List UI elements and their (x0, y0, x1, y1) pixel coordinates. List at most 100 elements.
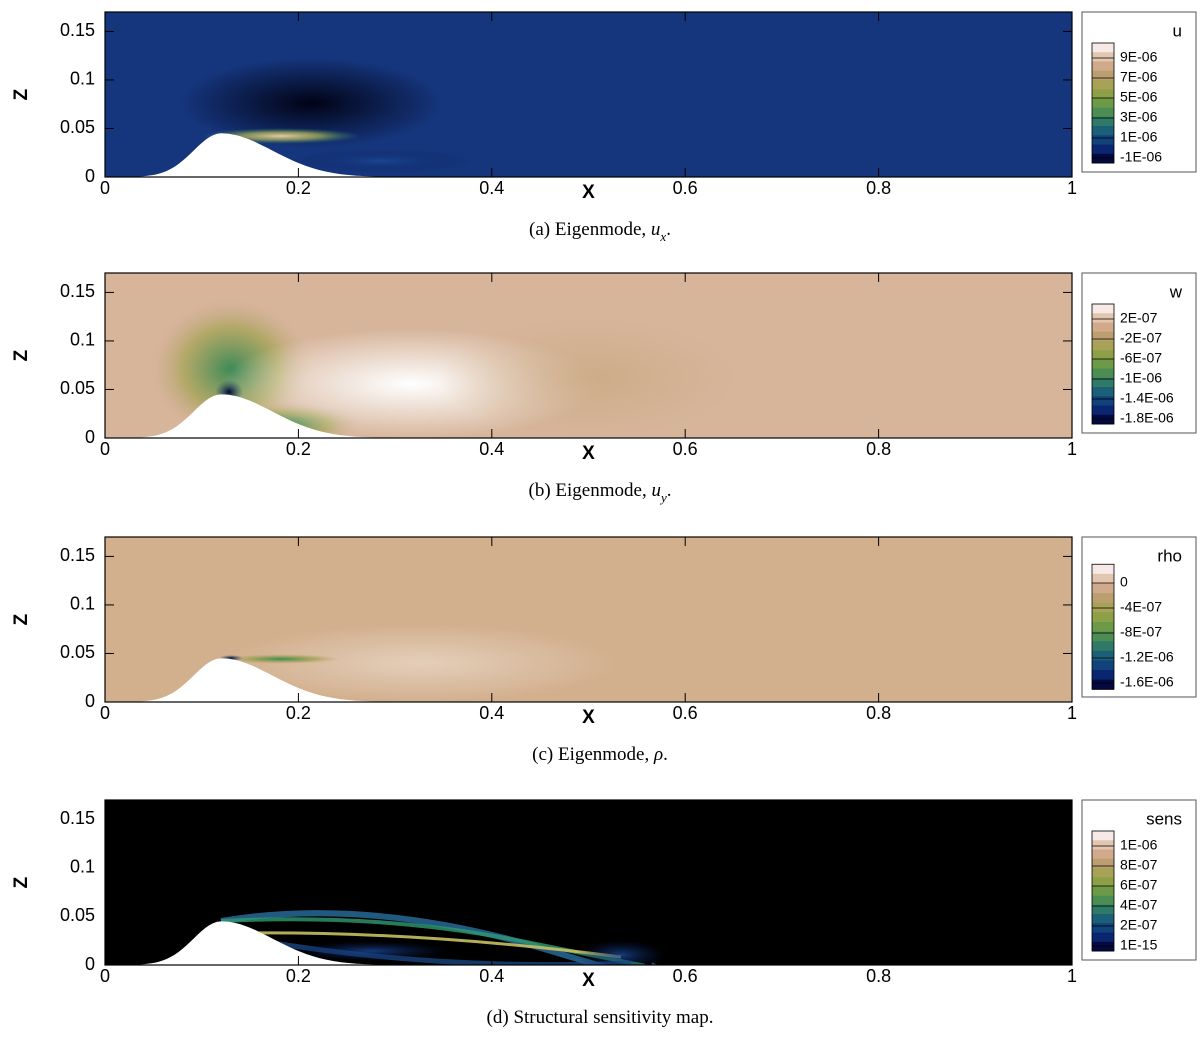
x-tick-label: 0.8 (866, 703, 891, 723)
plot-frame (104, 272, 1073, 439)
caption-sub: x (659, 229, 666, 244)
x-tick-label: 0.8 (866, 966, 891, 986)
contour-field (105, 12, 1072, 177)
contour-field (105, 273, 1072, 438)
colorbar-swatch (1092, 340, 1114, 351)
field-feature (241, 931, 622, 959)
colorbar-title: u (1173, 21, 1182, 40)
colorbar-label: 2E-07 (1120, 917, 1158, 933)
y-axis-label: Z (11, 613, 32, 625)
colorbar-swatch (1092, 895, 1114, 906)
colorbar-label: 7E-06 (1120, 69, 1158, 85)
colorbar-label: -4E-07 (1120, 599, 1162, 615)
obstacle (124, 921, 492, 965)
colorbar-label: 0 (1120, 574, 1128, 590)
colorbar-swatch (1092, 886, 1114, 897)
plot-frame (104, 11, 1073, 178)
colorbar-swatch (1092, 304, 1114, 314)
colorbar-swatch (1092, 414, 1114, 425)
colorbar-label: -2E-07 (1120, 330, 1162, 346)
colorbar-swatch (1092, 377, 1114, 388)
colorbar-swatch (1092, 631, 1114, 642)
y-tick-label: 0.15 (60, 808, 95, 828)
colorbar-swatch (1092, 840, 1114, 850)
colorbar-swatch (1092, 904, 1114, 915)
colorbar-swatch (1092, 368, 1114, 379)
colorbar-label: 4E-07 (1120, 897, 1158, 913)
caption-prefix: (d) Structural sensitivity map. (487, 1007, 714, 1028)
colorbar-swatch (1092, 573, 1114, 584)
colorbar-label: 5E-06 (1120, 89, 1158, 105)
x-tick-label: 0.4 (479, 178, 504, 198)
colorbar-swatch (1092, 61, 1114, 72)
y-tick-label: 0 (85, 427, 95, 447)
x-tick-label: 1 (1067, 439, 1077, 459)
x-tick-label: 0.2 (286, 439, 311, 459)
x-tick-label: 0 (100, 703, 110, 723)
x-axis-label: X (582, 182, 595, 203)
caption-prefix: (a) Eigenmode, (529, 219, 651, 240)
colorbar-swatch (1092, 831, 1114, 841)
x-axis-label: X (582, 707, 595, 728)
colorbar-swatch (1092, 593, 1114, 604)
field-feature (221, 654, 342, 664)
y-tick-label: 0.05 (60, 642, 95, 662)
colorbar-swatch (1092, 79, 1114, 90)
colorbar-title: sens (1146, 809, 1182, 828)
y-tick-label: 0 (85, 954, 95, 974)
colorbar-title: w (1169, 282, 1183, 301)
field-feature (181, 58, 442, 148)
colorbar-swatch (1092, 387, 1114, 397)
colorbar-swatch (1092, 849, 1114, 860)
x-tick-label: 0.8 (866, 178, 891, 198)
colorbar-swatch (1092, 52, 1114, 62)
colorbar-label: 1E-15 (1120, 937, 1158, 953)
colorbar-frame (1091, 830, 1115, 952)
y-tick-label: 0 (85, 166, 95, 186)
colorbar-swatch (1092, 867, 1114, 878)
colorbar-swatch (1092, 98, 1114, 109)
colorbar-swatch (1092, 650, 1114, 661)
x-tick-label: 0.6 (673, 439, 698, 459)
panel: 0 0.2 0.4 0.6 0.8 1 0 0.05 0.1 0.15 X Zw 2E-07 -2E-07… (11, 272, 1197, 505)
caption-suffix: . (663, 744, 668, 765)
x-tick-label: 0 (100, 966, 110, 986)
colorbar-label: 1E-06 (1120, 837, 1158, 853)
x-tick-label: 0.4 (479, 966, 504, 986)
colorbar-swatch (1092, 322, 1114, 333)
y-axis-label: Z (11, 88, 32, 100)
y-tick-label: 0.15 (60, 20, 95, 40)
colorbar-frame (1091, 563, 1115, 690)
colorbar-label: -1.6E-06 (1120, 674, 1174, 690)
caption: (c) Eigenmode, ρ. (532, 744, 668, 765)
x-tick-label: 0.6 (673, 703, 698, 723)
x-axis-label: X (582, 443, 595, 464)
x-tick-label: 0 (100, 178, 110, 198)
colorbar-label: -1.4E-06 (1120, 390, 1174, 406)
caption-math: u (651, 219, 661, 240)
colorbar-label: 3E-06 (1120, 109, 1158, 125)
colorbar-swatch (1092, 612, 1114, 623)
colorbar-label: -1.2E-06 (1120, 649, 1174, 665)
x-tick-label: 0.8 (866, 439, 891, 459)
colorbar-label: 1E-06 (1120, 129, 1158, 145)
caption-suffix: . (667, 480, 672, 501)
colorbar-swatch (1092, 405, 1114, 416)
colorbar-swatch (1092, 914, 1114, 924)
colorbar-swatch (1092, 107, 1114, 118)
y-tick-label: 0.15 (60, 281, 95, 301)
y-tick-label: 0.05 (60, 117, 95, 137)
field-feature (438, 318, 739, 438)
caption-suffix: . (666, 219, 671, 240)
caption-prefix: (c) Eigenmode, (532, 744, 654, 765)
colorbar-swatch (1092, 89, 1114, 99)
colorbar-swatch (1092, 126, 1114, 136)
colorbar-swatch (1092, 116, 1114, 127)
colorbar-swatch (1092, 396, 1114, 407)
y-axis-label: Z (11, 349, 32, 361)
colorbar-swatch (1092, 359, 1114, 370)
colorbar-frame (1091, 303, 1115, 425)
